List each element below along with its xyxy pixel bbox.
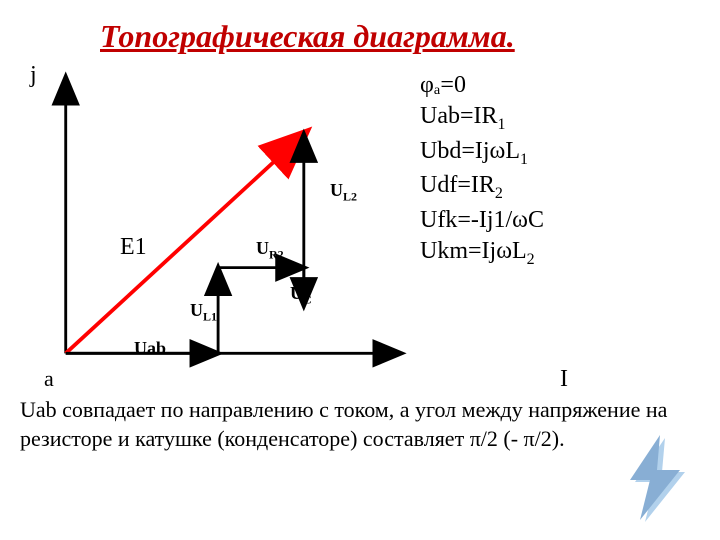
- i-axis-label: I: [560, 366, 568, 393]
- origin-label: a: [44, 366, 54, 392]
- j-axis-label: j: [30, 62, 37, 89]
- equations-block: φₐ=0 Uab=IR1 Ubd=IjωL1 Udf=IR2 Ufk=-Ij1/…: [420, 70, 544, 271]
- topographic-diagram: [20, 60, 420, 380]
- eq-ubd: Ubd=IjωL1: [420, 136, 544, 171]
- eq-udf: Udf=IR2: [420, 170, 544, 205]
- eq-ufk: Ufk=-Ij1/ωC: [420, 205, 544, 236]
- description-text: Uab совпадает по направлению с током, а …: [20, 396, 700, 453]
- eq-uab: Uab=IR1: [420, 101, 544, 136]
- uab-vector-label: Uab: [134, 338, 166, 359]
- lightning-watermark-icon: [610, 430, 710, 530]
- uc-vector-label: UC: [290, 283, 312, 308]
- ur2-vector-label: UR2: [256, 238, 284, 263]
- ul2-vector-label: UL2: [330, 180, 357, 205]
- eq-phi: φₐ=0: [420, 70, 544, 101]
- ul1-vector-label: UL1: [190, 300, 217, 325]
- e1-label: E1: [120, 234, 147, 261]
- uab-text: Uab: [134, 338, 166, 358]
- eq-ukm: Ukm=IjωL2: [420, 236, 544, 271]
- page-title: Топографическая диаграмма.: [100, 18, 515, 55]
